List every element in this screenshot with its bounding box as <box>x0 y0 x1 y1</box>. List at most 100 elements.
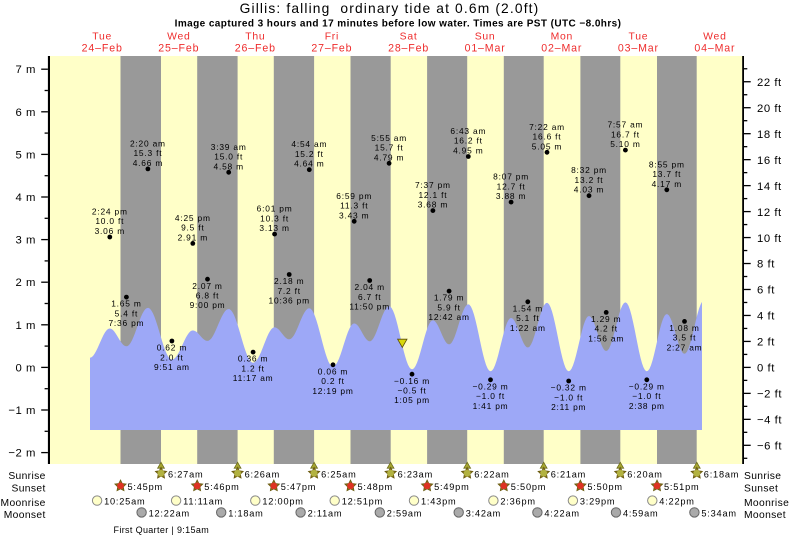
svg-text:1:22 am: 1:22 am <box>510 323 546 333</box>
svg-text:4:54 am: 4:54 am <box>291 139 327 149</box>
svg-text:3.88 m: 3.88 m <box>496 191 526 201</box>
svg-text:9:51 am: 9:51 am <box>154 362 190 372</box>
svg-text:15.7 ft: 15.7 ft <box>375 143 404 153</box>
svg-text:0.36 m: 0.36 m <box>238 354 268 364</box>
svg-text:26–Feb: 26–Feb <box>235 42 276 54</box>
svg-text:Image captured 3 hours and 17: Image captured 3 hours and 17 minutes be… <box>175 19 622 30</box>
svg-text:12 ft: 12 ft <box>757 207 782 219</box>
svg-text:4.66 m: 4.66 m <box>133 158 163 168</box>
svg-text:4:22pm: 4:22pm <box>659 497 694 507</box>
svg-text:11:11am: 11:11am <box>183 497 223 507</box>
svg-text:11:17 am: 11:17 am <box>233 373 274 383</box>
svg-text:6:22am: 6:22am <box>474 469 509 479</box>
svg-text:5:50pm: 5:50pm <box>587 482 622 492</box>
svg-text:4.79 m: 4.79 m <box>374 152 404 162</box>
svg-text:2:38 pm: 2:38 pm <box>629 401 665 411</box>
svg-text:5:48pm: 5:48pm <box>358 482 393 492</box>
svg-text:5:34am: 5:34am <box>701 509 736 519</box>
svg-text:1.65 m: 1.65 m <box>111 299 141 309</box>
svg-text:2.18 m: 2.18 m <box>274 276 304 286</box>
svg-text:4.2 ft: 4.2 ft <box>594 324 617 334</box>
svg-text:27–Feb: 27–Feb <box>311 42 352 54</box>
svg-text:−0.5 ft: −0.5 ft <box>397 386 426 396</box>
svg-text:22 ft: 22 ft <box>757 77 782 89</box>
svg-text:5.1 ft: 5.1 ft <box>516 313 539 323</box>
svg-text:02–Mar: 02–Mar <box>541 42 582 54</box>
svg-text:−1.0 ft: −1.0 ft <box>476 391 505 401</box>
svg-text:4:25 pm: 4:25 pm <box>175 213 211 223</box>
svg-text:1:43pm: 1:43pm <box>421 497 456 507</box>
svg-text:Sunset: Sunset <box>744 484 778 495</box>
svg-text:5.05 m: 5.05 m <box>532 141 562 151</box>
svg-text:6:27am: 6:27am <box>168 469 203 479</box>
svg-text:4.17 m: 4.17 m <box>652 179 682 189</box>
svg-text:Wed: Wed <box>167 32 190 43</box>
svg-text:16.2 ft: 16.2 ft <box>454 136 483 146</box>
svg-text:25–Feb: 25–Feb <box>158 42 199 54</box>
svg-text:16.6 ft: 16.6 ft <box>533 132 562 142</box>
svg-text:5 m: 5 m <box>16 149 36 161</box>
svg-text:3.13 m: 3.13 m <box>259 223 289 233</box>
svg-text:Moonset: Moonset <box>744 510 786 521</box>
svg-text:−0.32 m: −0.32 m <box>551 383 587 393</box>
svg-text:18 ft: 18 ft <box>757 129 782 141</box>
svg-text:4:59am: 4:59am <box>623 509 658 519</box>
svg-text:0.2 ft: 0.2 ft <box>321 376 344 386</box>
svg-text:5:51pm: 5:51pm <box>664 482 699 492</box>
svg-text:2:20 am: 2:20 am <box>130 138 166 148</box>
svg-text:4 m: 4 m <box>16 192 36 204</box>
svg-text:2:11 pm: 2:11 pm <box>551 402 586 412</box>
svg-text:4.58 m: 4.58 m <box>213 161 243 171</box>
svg-text:5:46pm: 5:46pm <box>204 482 239 492</box>
svg-text:3.06 m: 3.06 m <box>95 226 125 236</box>
svg-text:1.29 m: 1.29 m <box>591 314 621 324</box>
svg-text:16.7 ft: 16.7 ft <box>611 129 640 139</box>
svg-text:03–Mar: 03–Mar <box>618 42 659 54</box>
svg-text:3 m: 3 m <box>16 235 36 247</box>
svg-text:4:22am: 4:22am <box>544 509 579 519</box>
svg-text:6.8 ft: 6.8 ft <box>196 291 219 301</box>
svg-text:12.7 ft: 12.7 ft <box>497 181 526 191</box>
svg-text:16 ft: 16 ft <box>757 155 782 167</box>
svg-text:15.3 ft: 15.3 ft <box>133 148 162 158</box>
svg-text:2.0 ft: 2.0 ft <box>160 352 183 362</box>
svg-text:1:41 pm: 1:41 pm <box>473 401 509 411</box>
svg-text:4 ft: 4 ft <box>757 311 775 323</box>
svg-text:13.2 ft: 13.2 ft <box>575 175 604 185</box>
svg-text:1:18am: 1:18am <box>228 509 263 519</box>
svg-text:Tue: Tue <box>629 32 649 43</box>
svg-text:Sun: Sun <box>475 32 496 43</box>
svg-text:−1.0 ft: −1.0 ft <box>632 391 661 401</box>
svg-text:1:56 am: 1:56 am <box>588 333 624 343</box>
svg-text:10:36 pm: 10:36 pm <box>269 296 310 306</box>
svg-text:24–Feb: 24–Feb <box>82 42 123 54</box>
svg-text:6:26am: 6:26am <box>245 469 280 479</box>
svg-text:10 ft: 10 ft <box>757 233 782 245</box>
svg-text:4.64 m: 4.64 m <box>294 159 324 169</box>
svg-text:6 m: 6 m <box>16 107 36 119</box>
svg-text:Mon: Mon <box>551 32 573 43</box>
svg-text:−0.16 m: −0.16 m <box>394 376 430 386</box>
svg-text:28–Feb: 28–Feb <box>388 42 429 54</box>
svg-text:Sunrise: Sunrise <box>8 471 45 482</box>
svg-text:15.0 ft: 15.0 ft <box>214 152 243 162</box>
svg-text:13.7 ft: 13.7 ft <box>652 169 681 179</box>
svg-text:Moonrise: Moonrise <box>744 498 789 509</box>
svg-text:−1 m: −1 m <box>8 405 36 417</box>
svg-text:Moonrise: Moonrise <box>1 498 46 509</box>
svg-text:11:50 pm: 11:50 pm <box>349 302 390 312</box>
svg-text:Wed: Wed <box>703 32 726 43</box>
svg-text:6:25am: 6:25am <box>321 469 356 479</box>
svg-text:0.06 m: 0.06 m <box>318 366 348 376</box>
svg-text:0.62 m: 0.62 m <box>157 343 187 353</box>
svg-text:2 ft: 2 ft <box>757 337 775 349</box>
svg-text:15.2 ft: 15.2 ft <box>295 149 324 159</box>
svg-text:6:43 am: 6:43 am <box>450 126 486 136</box>
svg-text:7:36 pm: 7:36 pm <box>108 318 144 328</box>
svg-text:9:00 pm: 9:00 pm <box>190 300 226 310</box>
svg-text:6:01 pm: 6:01 pm <box>257 204 293 214</box>
svg-text:−1.0 ft: −1.0 ft <box>554 392 583 402</box>
svg-text:5:49pm: 5:49pm <box>434 482 469 492</box>
svg-text:7:22 am: 7:22 am <box>529 122 565 132</box>
svg-text:7:37 pm: 7:37 pm <box>415 180 451 190</box>
